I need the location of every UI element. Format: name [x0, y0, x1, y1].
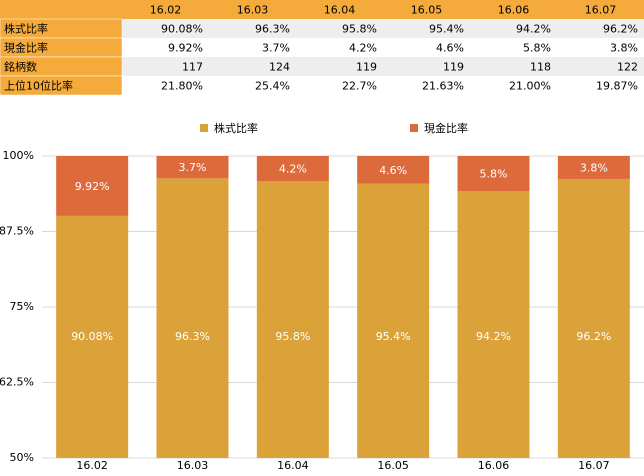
- bar-segment: [156, 156, 229, 179]
- table-cell: 21.00%: [509, 80, 551, 93]
- bar-segment: [256, 156, 329, 182]
- value-label: 4.6%: [379, 164, 407, 177]
- table-cell: 118: [530, 61, 551, 74]
- bar-segment: [557, 156, 630, 179]
- table-cell: 119: [443, 61, 464, 74]
- bar-segment: [156, 178, 229, 458]
- value-label: 96.3%: [175, 330, 210, 343]
- row-bg: [122, 76, 644, 95]
- table-cell: 117: [182, 61, 203, 74]
- table-cell: 96.3%: [255, 23, 290, 36]
- bar-segment: [457, 191, 530, 459]
- column-header: 16.04: [324, 4, 356, 17]
- bar-segment: [56, 215, 129, 458]
- y-tick-label: 50%: [10, 451, 34, 464]
- value-label: 9.92%: [75, 180, 110, 193]
- column-header: 16.03: [237, 4, 269, 17]
- value-label: 95.4%: [376, 330, 411, 343]
- value-label: 5.8%: [480, 168, 508, 181]
- bar-segment: [557, 178, 630, 458]
- row-label: 上位10位比率: [4, 79, 73, 93]
- row-label: 現金比率: [4, 41, 48, 55]
- row-bg: [122, 19, 644, 38]
- x-tick-label: 16.06: [478, 459, 510, 472]
- bar-segment: [56, 156, 129, 216]
- column-header: 16.02: [150, 4, 182, 17]
- value-label: 3.7%: [179, 161, 207, 174]
- table-cell: 119: [356, 61, 377, 74]
- table-cell: 3.8%: [610, 42, 638, 55]
- table-cell: 3.7%: [262, 42, 290, 55]
- column-header: 16.06: [498, 4, 530, 17]
- bar-segment: [357, 156, 430, 184]
- table-cell: 21.80%: [161, 80, 203, 93]
- value-label: 90.08%: [71, 330, 113, 343]
- table-header-bg: [0, 0, 644, 19]
- value-label: 96.2%: [576, 330, 611, 343]
- table-cell: 9.92%: [168, 42, 203, 55]
- x-tick-label: 16.03: [177, 459, 209, 472]
- table-cell: 5.8%: [523, 42, 551, 55]
- y-tick-label: 87.5%: [0, 225, 34, 238]
- row-label: 株式比率: [4, 22, 48, 36]
- table-cell: 22.7%: [342, 80, 377, 93]
- table-cell: 95.8%: [342, 23, 377, 36]
- y-tick-label: 62.5%: [0, 376, 34, 389]
- table-cell: 122: [617, 61, 638, 74]
- table-cell: 4.2%: [349, 42, 377, 55]
- bar-segment: [256, 181, 329, 459]
- bar-segment: [357, 183, 430, 458]
- y-tick-label: 100%: [3, 149, 34, 162]
- value-label: 94.2%: [476, 330, 511, 343]
- table-cell: 94.2%: [516, 23, 551, 36]
- x-tick-label: 16.07: [578, 459, 610, 472]
- table-cell: 124: [269, 61, 290, 74]
- column-header: 16.07: [585, 4, 617, 17]
- table-cell: 21.63%: [422, 80, 464, 93]
- legend-swatch: [200, 124, 208, 132]
- x-tick-label: 16.02: [76, 459, 108, 472]
- value-label: 4.2%: [279, 163, 307, 176]
- value-label: 95.8%: [275, 330, 310, 343]
- table-cell: 25.4%: [255, 80, 290, 93]
- x-tick-label: 16.04: [277, 459, 309, 472]
- row-label: 銘柄数: [4, 60, 37, 74]
- x-tick-label: 16.05: [377, 459, 409, 472]
- value-label: 3.8%: [580, 161, 608, 174]
- y-tick-label: 75%: [10, 300, 34, 313]
- table-cell: 95.4%: [429, 23, 464, 36]
- column-header: 16.05: [411, 4, 443, 17]
- legend-label: 現金比率: [424, 121, 468, 135]
- row-bg: [122, 38, 644, 57]
- table-cell: 4.6%: [436, 42, 464, 55]
- legend-label: 株式比率: [214, 121, 258, 135]
- bar-segment: [457, 156, 530, 192]
- row-bg: [122, 57, 644, 76]
- table-cell: 90.08%: [161, 23, 203, 36]
- table-cell: 96.2%: [603, 23, 638, 36]
- row-label-bg: [0, 75, 123, 96]
- legend-swatch: [410, 124, 418, 132]
- table-cell: 19.87%: [596, 80, 638, 93]
